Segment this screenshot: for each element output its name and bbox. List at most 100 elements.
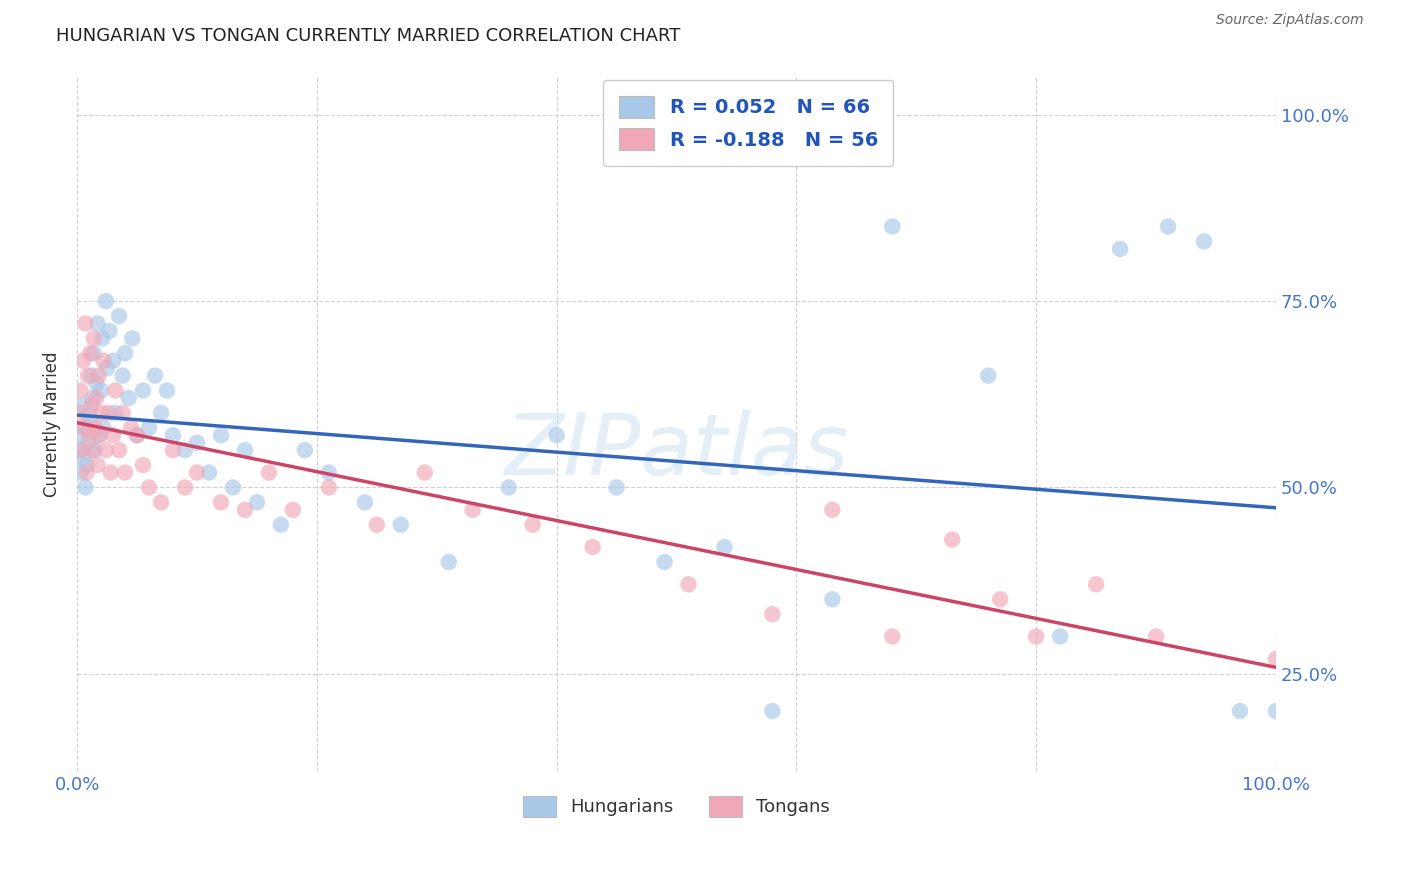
Point	[75, 480, 97, 494]
Point	[86, 317, 108, 331]
Point	[80, 368, 103, 383]
Point	[101, 428, 124, 442]
Point	[72, 450, 94, 465]
Point	[606, 480, 628, 494]
Point	[1144, 630, 1167, 644]
Point	[882, 630, 904, 644]
Point	[1157, 219, 1180, 234]
Point	[93, 421, 115, 435]
Point	[581, 540, 603, 554]
Point	[84, 421, 107, 435]
Point	[77, 368, 100, 383]
Point	[821, 503, 844, 517]
Point	[150, 495, 173, 509]
Point	[132, 458, 155, 472]
Point	[72, 353, 94, 368]
Point	[678, 577, 700, 591]
Point	[82, 443, 104, 458]
Point	[94, 294, 117, 309]
Point	[761, 607, 783, 622]
Point	[82, 391, 104, 405]
Point	[75, 317, 97, 331]
Point	[162, 443, 184, 458]
Point	[389, 517, 412, 532]
Legend: Hungarians, Tongans: Hungarians, Tongans	[516, 789, 837, 824]
Point	[84, 376, 107, 390]
Point	[125, 428, 148, 442]
Point	[270, 517, 292, 532]
Point	[186, 466, 208, 480]
Point	[76, 466, 98, 480]
Point	[114, 466, 136, 480]
Point	[108, 443, 131, 458]
Point	[1229, 704, 1251, 718]
Point	[86, 458, 108, 472]
Point	[546, 428, 568, 442]
Point	[97, 406, 120, 420]
Point	[156, 384, 179, 398]
Point	[69, 443, 91, 458]
Text: HUNGARIAN VS TONGAN CURRENTLY MARRIED CORRELATION CHART: HUNGARIAN VS TONGAN CURRENTLY MARRIED CO…	[56, 27, 681, 45]
Point	[72, 399, 94, 413]
Point	[70, 443, 93, 458]
Point	[69, 466, 91, 480]
Point	[111, 368, 134, 383]
Point	[104, 406, 127, 420]
Point	[98, 324, 121, 338]
Point	[1085, 577, 1108, 591]
Point	[138, 421, 160, 435]
Point	[100, 466, 122, 480]
Point	[104, 384, 127, 398]
Point	[353, 495, 375, 509]
Point	[91, 331, 114, 345]
Point	[318, 480, 340, 494]
Point	[318, 466, 340, 480]
Point	[1265, 652, 1288, 666]
Y-axis label: Currently Married: Currently Married	[44, 351, 60, 497]
Point	[186, 435, 208, 450]
Point	[209, 428, 232, 442]
Point	[69, 384, 91, 398]
Point	[977, 368, 1000, 383]
Point	[70, 428, 93, 442]
Point	[498, 480, 520, 494]
Point	[198, 466, 221, 480]
Point	[654, 555, 676, 569]
Point	[89, 428, 111, 442]
Point	[882, 219, 904, 234]
Point	[294, 443, 316, 458]
Point	[77, 406, 100, 420]
Text: ZIPatlas: ZIPatlas	[505, 410, 849, 493]
Point	[222, 480, 245, 494]
Point	[79, 413, 101, 427]
Point	[162, 428, 184, 442]
Point	[233, 503, 256, 517]
Point	[174, 480, 197, 494]
Point	[83, 346, 105, 360]
Point	[125, 428, 148, 442]
Point	[94, 443, 117, 458]
Point	[1192, 235, 1215, 249]
Point	[87, 428, 110, 442]
Point	[174, 443, 197, 458]
Point	[143, 368, 166, 383]
Point	[87, 368, 110, 383]
Point	[76, 458, 98, 472]
Point	[108, 309, 131, 323]
Point	[117, 391, 139, 405]
Point	[73, 421, 96, 435]
Point	[80, 399, 103, 413]
Point	[1049, 630, 1071, 644]
Point	[461, 503, 484, 517]
Point	[79, 346, 101, 360]
Point	[233, 443, 256, 458]
Point	[111, 406, 134, 420]
Point	[257, 466, 280, 480]
Point	[101, 353, 124, 368]
Point	[121, 331, 143, 345]
Point	[941, 533, 963, 547]
Point	[713, 540, 735, 554]
Point	[84, 443, 107, 458]
Point	[69, 406, 91, 420]
Point	[209, 495, 232, 509]
